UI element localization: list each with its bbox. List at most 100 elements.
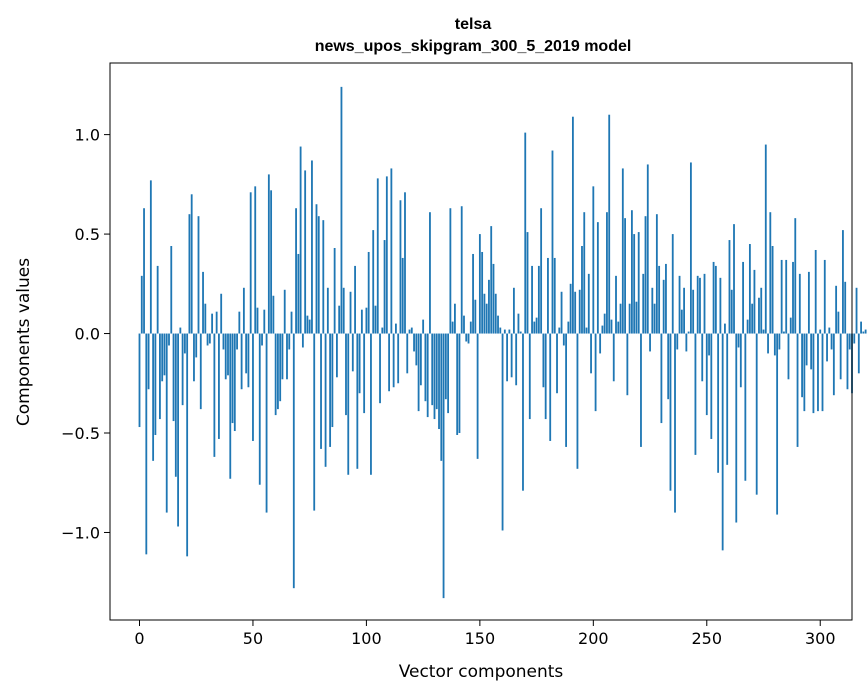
bar	[773, 333, 776, 356]
bar	[227, 333, 229, 376]
bar	[547, 257, 549, 334]
bar	[767, 333, 769, 354]
bar	[317, 216, 320, 334]
bar	[735, 333, 738, 523]
x-tick-label: 50	[243, 629, 263, 648]
bar	[544, 333, 547, 420]
bar	[444, 333, 447, 400]
bar	[560, 291, 563, 334]
bar	[776, 333, 779, 515]
bar	[562, 333, 565, 346]
bar	[419, 333, 422, 386]
bar	[454, 303, 456, 334]
bar	[762, 329, 765, 334]
bar	[755, 333, 758, 495]
bar	[351, 333, 354, 372]
bar	[485, 303, 488, 334]
bar	[490, 226, 493, 334]
bar	[488, 279, 490, 334]
bar	[483, 293, 486, 334]
bar	[671, 234, 674, 334]
bar	[238, 311, 241, 334]
bar	[655, 214, 658, 334]
bar	[567, 321, 570, 334]
bar	[694, 333, 697, 455]
bar	[258, 333, 261, 485]
y-tick-label: −0.5	[61, 424, 100, 443]
bar	[308, 319, 311, 334]
bar	[665, 263, 667, 334]
bar	[159, 333, 161, 420]
bar	[365, 307, 368, 334]
bar	[708, 333, 710, 356]
bar	[771, 246, 774, 334]
bar	[798, 273, 801, 334]
bar	[628, 303, 631, 334]
bar	[535, 317, 538, 334]
bar	[179, 327, 182, 334]
bar	[857, 333, 860, 374]
bar	[855, 287, 858, 334]
bar	[149, 180, 152, 334]
bar	[456, 333, 459, 435]
bar	[553, 257, 556, 334]
bar	[519, 331, 522, 334]
bar	[792, 261, 794, 334]
bar	[662, 279, 665, 334]
bar	[172, 333, 175, 422]
bar	[592, 186, 595, 334]
bar	[783, 331, 785, 334]
bar	[463, 315, 465, 334]
bar	[476, 333, 479, 459]
bar	[531, 265, 533, 334]
bar	[701, 333, 704, 382]
bar	[630, 210, 633, 334]
bar	[197, 216, 200, 334]
bar	[431, 333, 434, 406]
bar	[426, 333, 429, 418]
y-axis-label: Components values	[14, 258, 34, 426]
bar	[295, 208, 297, 334]
bar	[633, 234, 636, 334]
bar	[342, 287, 345, 334]
bar	[501, 333, 504, 531]
bar	[451, 321, 454, 334]
bar	[492, 263, 495, 334]
x-axis-ticks: 0 50 100 150 200 250 300	[134, 620, 836, 648]
bar	[726, 333, 729, 465]
bar	[401, 257, 404, 334]
bar	[721, 333, 724, 551]
bar	[478, 234, 481, 334]
bar	[306, 315, 309, 334]
bar	[621, 168, 624, 334]
bar	[252, 333, 254, 441]
bar	[685, 333, 688, 352]
bar	[724, 323, 726, 334]
bar	[601, 325, 604, 334]
bar	[168, 333, 170, 346]
bar	[304, 170, 307, 334]
x-tick-label: 150	[465, 629, 496, 648]
bar	[406, 333, 409, 374]
bar	[642, 273, 645, 334]
bar	[558, 327, 561, 334]
bar	[211, 313, 214, 334]
bar	[612, 333, 615, 382]
x-tick-label: 200	[578, 629, 609, 648]
bar	[717, 333, 720, 473]
bar	[388, 333, 391, 392]
bar	[610, 319, 613, 334]
bar	[844, 281, 847, 334]
bar	[583, 212, 586, 334]
bar	[458, 333, 461, 433]
bar	[290, 311, 293, 334]
bar	[569, 283, 572, 334]
x-tick-label: 100	[351, 629, 382, 648]
bar	[821, 333, 824, 412]
bar	[254, 186, 257, 334]
bar	[680, 309, 683, 334]
bar	[222, 333, 225, 350]
bar	[565, 333, 567, 447]
bar	[372, 230, 375, 334]
bar	[442, 333, 445, 599]
